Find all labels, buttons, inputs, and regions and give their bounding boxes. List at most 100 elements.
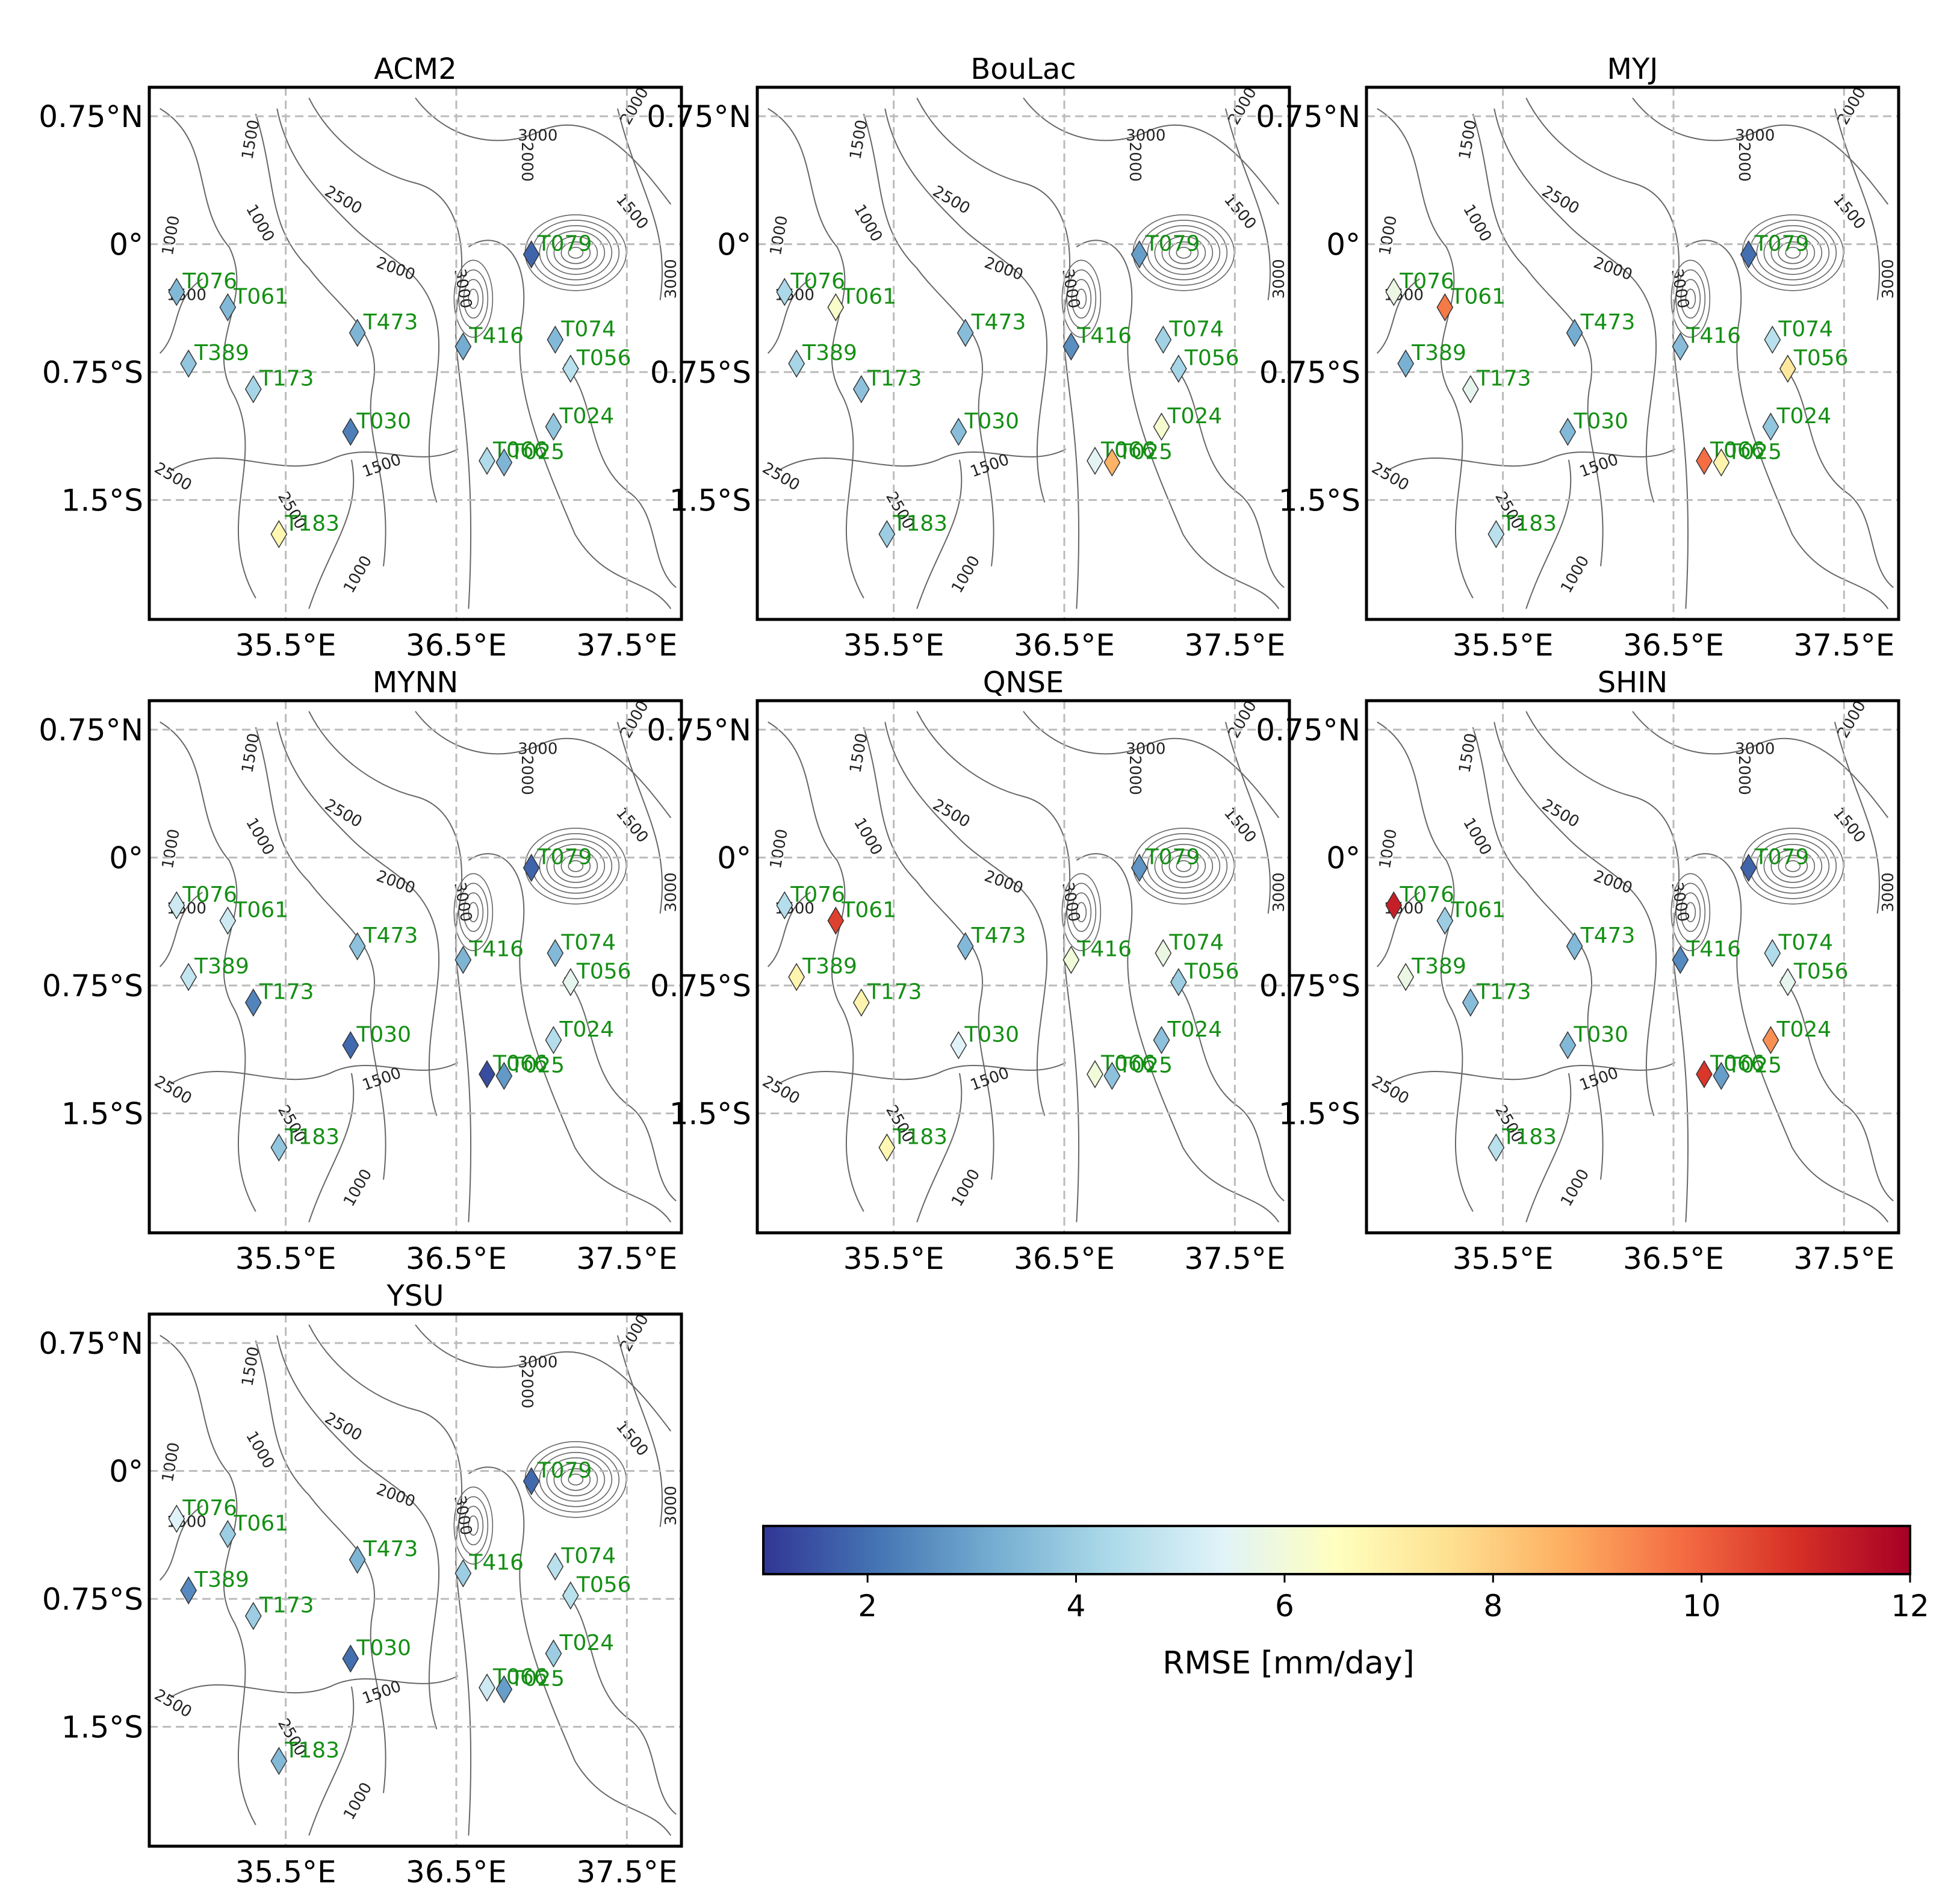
massif-contour: [1066, 269, 1097, 329]
contour-label: 1500: [360, 1678, 403, 1708]
contour-label: 1500: [360, 451, 403, 482]
contour-line: [563, 1590, 677, 1815]
y-tick-label: 0°: [1326, 841, 1360, 876]
station-marker: [219, 1520, 237, 1548]
station-marker: [1740, 854, 1757, 882]
station-label: T416: [468, 937, 524, 962]
station-marker: [1559, 417, 1577, 446]
station-label: T076: [790, 882, 845, 907]
station-label: T030: [964, 1022, 1019, 1047]
contour-line: [160, 1335, 256, 1826]
massif-contour: [463, 892, 484, 932]
station-label: T061: [1450, 898, 1506, 923]
contour-line: [616, 1335, 663, 1527]
contour-line: [767, 278, 811, 354]
contour-label: 1500: [360, 1064, 403, 1095]
station-marker: [1696, 447, 1713, 475]
contour-line: [1525, 711, 1689, 1223]
panel-title: SHIN: [1598, 666, 1668, 699]
station-marker: [1170, 968, 1187, 996]
contour-label: 2000: [1834, 698, 1870, 741]
summit-contour: [553, 849, 598, 883]
colorbar-tick-label: 8: [1483, 1589, 1503, 1623]
colorbar-label: RMSE [mm/day]: [1162, 1645, 1414, 1681]
massif-contour: [1670, 873, 1711, 952]
contour-label: 1000: [850, 202, 886, 245]
station-label: T473: [363, 310, 418, 335]
station-label: T030: [356, 1022, 411, 1047]
x-tick-label: 35.5°E: [235, 628, 337, 663]
contour-label: 1000: [767, 214, 792, 256]
contour-line: [778, 448, 1067, 471]
y-tick-label: 0.75°N: [647, 99, 751, 134]
contour-label: 2000: [617, 1311, 653, 1354]
contour-label: 1500: [1829, 191, 1869, 233]
station-marker: [523, 240, 540, 269]
massif-contour: [458, 269, 489, 329]
station-marker: [547, 1552, 564, 1581]
contour-label: 1500: [612, 1418, 652, 1460]
summit-contour: [1770, 236, 1816, 270]
station-marker: [1713, 1061, 1730, 1090]
station-label: T389: [802, 954, 857, 979]
panel-title: QNSE: [983, 666, 1064, 699]
contour-label: 1000: [1376, 214, 1401, 256]
contour-line: [1377, 108, 1474, 599]
x-tick-label: 37.5°E: [576, 628, 677, 663]
station-marker: [495, 1675, 513, 1704]
station-marker: [180, 349, 197, 378]
summit-contour: [1168, 241, 1199, 264]
contour-line: [415, 1324, 672, 1432]
station-marker: [1155, 938, 1172, 967]
contour-label: 1500: [1456, 732, 1480, 774]
panel-title: ACM2: [374, 52, 456, 86]
station-label: T061: [841, 285, 896, 309]
contour-label: 2000: [1735, 142, 1753, 182]
station-label: T056: [1793, 346, 1849, 371]
station-marker: [523, 1467, 540, 1496]
station-label: T024: [559, 404, 615, 429]
contour-line: [778, 1062, 1067, 1085]
station-label: T074: [1168, 317, 1224, 341]
massif-contour: [1685, 902, 1696, 923]
contour-label: 3000: [1126, 740, 1165, 758]
contour-label: 1000: [767, 828, 792, 870]
contour-line: [767, 892, 811, 967]
contour-label: 3000: [518, 740, 557, 758]
x-tick-label: 37.5°E: [1184, 1241, 1285, 1276]
station-marker: [270, 1133, 288, 1162]
contour-line: [1023, 98, 1280, 205]
station-label: T389: [1411, 954, 1466, 979]
contour-label: 2000: [982, 253, 1025, 284]
summit-contour: [1756, 225, 1830, 281]
summit-contour: [1778, 241, 1808, 264]
station-marker: [788, 963, 805, 991]
panel-title: MYJ: [1607, 52, 1658, 86]
contour-label: 1000: [159, 1441, 184, 1483]
station-label: T079: [537, 1459, 592, 1483]
x-tick-label: 36.5°E: [406, 1241, 507, 1276]
x-tick-label: 35.5°E: [843, 628, 944, 663]
contour-label: 1500: [1577, 451, 1621, 482]
station-marker: [342, 1031, 359, 1059]
contour-label: 3000: [1270, 259, 1288, 299]
summit-contour: [539, 839, 613, 894]
y-tick-label: 0.75°N: [39, 1326, 143, 1361]
contour-line: [916, 1073, 963, 1223]
station-marker: [1131, 240, 1148, 269]
station-marker: [1696, 1060, 1713, 1088]
station-marker: [1397, 349, 1415, 378]
station-marker: [1155, 325, 1172, 354]
contour-line: [916, 98, 1080, 609]
contour-label: 2500: [321, 182, 365, 218]
station-marker: [950, 417, 967, 446]
station-label: T416: [1076, 937, 1132, 962]
station-marker: [244, 375, 262, 403]
contour-label: 2000: [1591, 253, 1634, 284]
station-marker: [1087, 447, 1103, 475]
panel-frame: [755, 699, 1291, 1235]
contour-label: 2500: [759, 459, 802, 495]
